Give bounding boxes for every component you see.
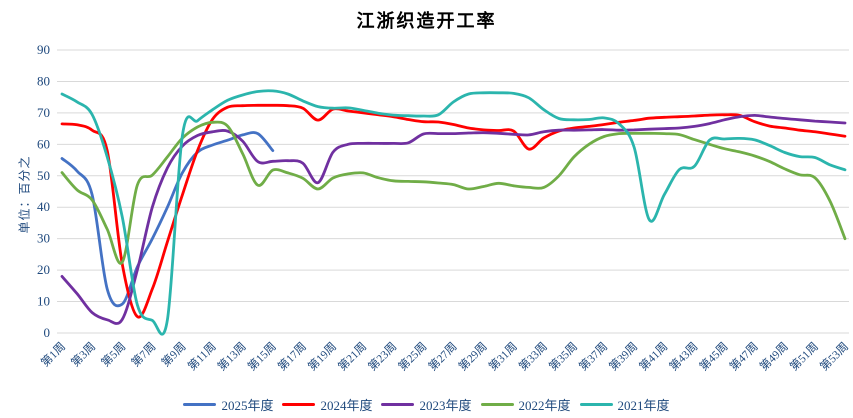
legend-label: 2022年度 xyxy=(518,398,571,413)
series-line-2021年度 xyxy=(60,89,847,336)
x-tick-label: 第43周 xyxy=(666,339,700,373)
legend-item-2021年度: 2021年度 xyxy=(579,395,670,414)
x-tick-label: 第27周 xyxy=(425,339,459,373)
chart-legend: 2025年度 2024年度 2023年度 2022年度 2021年度 xyxy=(0,395,853,414)
x-tick-label: 第39周 xyxy=(606,339,640,373)
x-tick-label: 第53周 xyxy=(817,339,851,373)
x-tick-label: 第21周 xyxy=(335,339,369,373)
y-tick-label: 20 xyxy=(37,262,50,277)
legend-swatch xyxy=(579,403,613,406)
legend-swatch xyxy=(183,403,217,406)
series-line-2022年度 xyxy=(60,120,847,265)
x-tick-label: 第9周 xyxy=(158,339,188,369)
legend-swatch xyxy=(381,403,415,406)
x-tick-label: 第1周 xyxy=(38,339,68,369)
legend-item-2023年度: 2023年度 xyxy=(381,395,472,414)
legend-label: 2023年度 xyxy=(419,398,472,413)
series-line-2024年度 xyxy=(60,103,847,319)
y-tick-label: 10 xyxy=(37,294,50,309)
x-tick-label: 第49周 xyxy=(757,339,791,373)
legend-label: 2021年度 xyxy=(617,398,670,413)
chart-title: 江浙织造开工率 xyxy=(356,11,497,31)
legend-item-2025年度: 2025年度 xyxy=(183,395,273,414)
x-tick-label: 第15周 xyxy=(245,339,279,373)
x-tick-label: 第29周 xyxy=(455,339,489,373)
x-tick-label: 第19周 xyxy=(305,339,339,373)
legend-item-2024年度: 2024年度 xyxy=(282,395,372,414)
x-tick-label: 第25周 xyxy=(395,339,429,373)
x-tick-label: 第37周 xyxy=(576,339,610,373)
legend-item-2022年度: 2022年度 xyxy=(480,395,571,414)
y-tick-label: 90 xyxy=(37,42,50,57)
legend-swatch xyxy=(480,403,514,406)
x-tick-label: 第31周 xyxy=(486,339,520,373)
legend-label: 2025年度 xyxy=(221,398,274,413)
y-tick-label: 70 xyxy=(37,105,50,120)
x-tick-label: 第45周 xyxy=(696,339,730,373)
x-tick-label: 第5周 xyxy=(98,339,128,369)
legend-swatch xyxy=(282,403,316,406)
y-tick-label: 40 xyxy=(37,199,50,214)
x-tick-label: 第11周 xyxy=(185,339,219,373)
y-tick-label: 0 xyxy=(44,325,51,340)
x-tick-label: 第35周 xyxy=(546,339,580,373)
x-tick-label: 第17周 xyxy=(275,339,309,373)
x-tick-label: 第51周 xyxy=(787,339,821,373)
y-tick-label: 30 xyxy=(37,231,50,246)
x-tick-label: 第33周 xyxy=(516,339,550,373)
y-tick-label: 60 xyxy=(37,136,50,151)
series-line-2023年度 xyxy=(60,114,847,325)
y-tick-label: 80 xyxy=(37,73,50,88)
x-tick-label: 第13周 xyxy=(215,339,249,373)
x-tick-label: 第7周 xyxy=(128,339,158,369)
legend-label: 2024年度 xyxy=(320,398,373,413)
y-tick-label: 50 xyxy=(37,168,50,183)
x-tick-label: 第41周 xyxy=(636,339,670,373)
x-tick-label: 第47周 xyxy=(726,339,760,373)
x-tick-label: 第3周 xyxy=(68,339,98,369)
x-tick-label: 第23周 xyxy=(365,339,399,373)
